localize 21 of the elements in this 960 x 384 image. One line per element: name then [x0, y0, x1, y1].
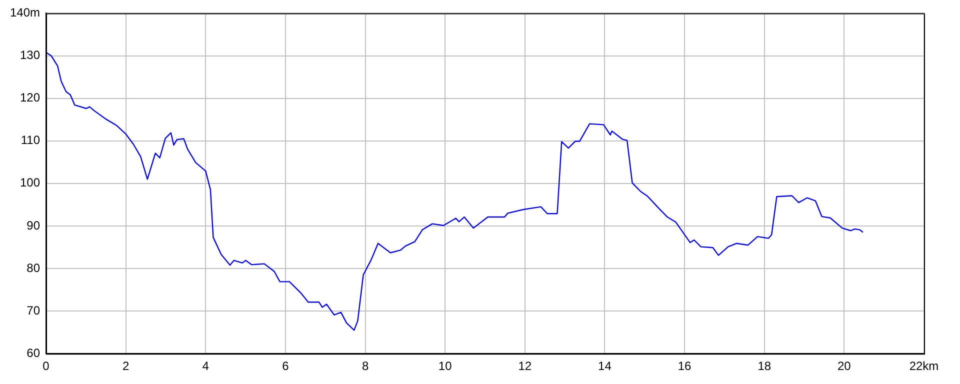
x-tick-label: 8 — [362, 359, 369, 374]
x-tick-label: 2 — [122, 359, 130, 374]
x-tick-label: 14 — [598, 359, 612, 374]
x-tick-label: 10 — [438, 359, 452, 374]
x-tick-label: 22km — [909, 359, 939, 374]
y-tick-label: 70 — [26, 303, 40, 318]
y-tick-label: 120 — [20, 90, 40, 105]
y-tick-label: 130 — [20, 48, 40, 62]
y-tick-label: 100 — [20, 176, 40, 190]
x-tick-label: 12 — [518, 359, 532, 374]
y-tick-label: 80 — [26, 260, 40, 275]
y-tick-label: 90 — [26, 218, 40, 232]
y-tick-label: 60 — [26, 346, 40, 360]
x-tick-label: 20 — [838, 359, 852, 374]
x-tick-label: 6 — [282, 359, 290, 374]
x-tick-label: 4 — [202, 359, 210, 374]
y-tick-label: 110 — [20, 133, 40, 148]
x-tick-label: 18 — [758, 359, 772, 374]
x-tick-label: 16 — [678, 359, 692, 374]
y-tick-label: 140m — [10, 6, 40, 20]
x-tick-label: 0 — [42, 359, 50, 374]
